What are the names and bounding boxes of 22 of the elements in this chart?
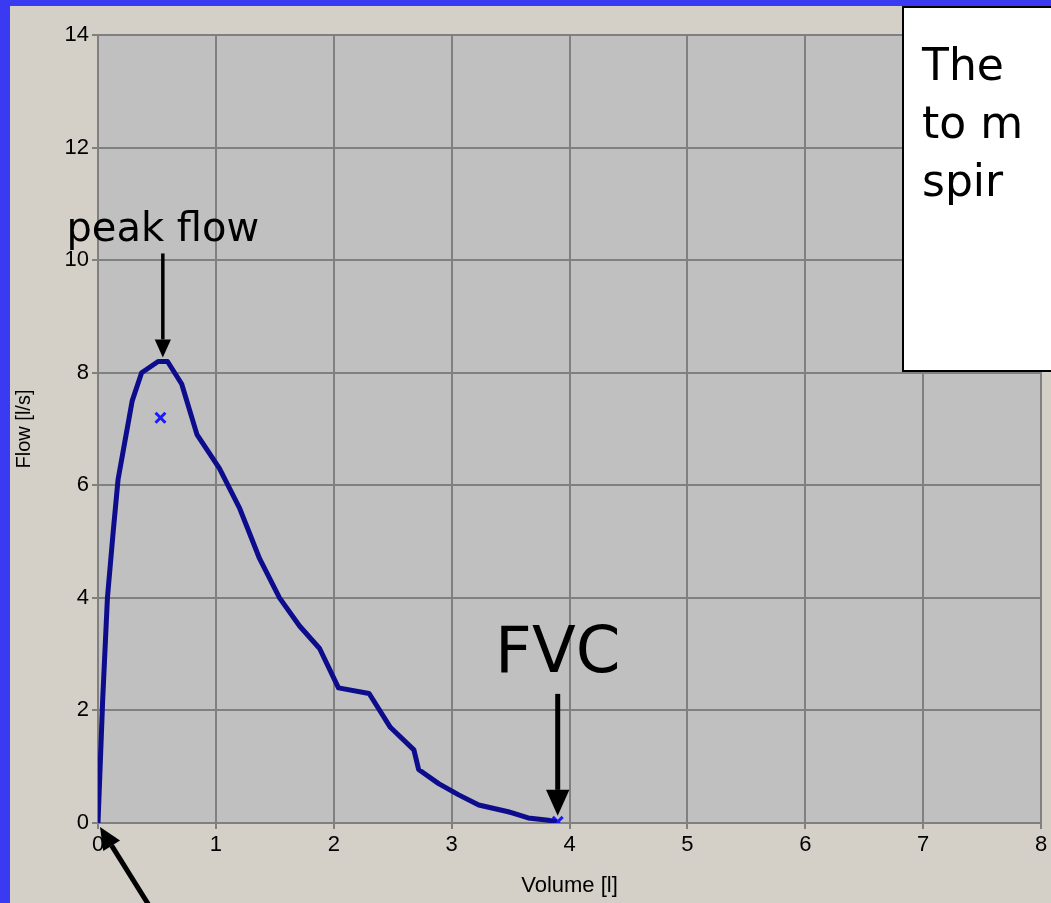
annotation: spir [922, 154, 1005, 208]
x-tick-label: 3 [445, 831, 458, 857]
x-tick-label: 2 [327, 831, 340, 857]
y-tick-label: 4 [76, 583, 89, 609]
y-axis-title: Flow [l/s] [11, 389, 34, 469]
y-tick-label: 8 [76, 358, 89, 384]
x-tick-label: 6 [799, 831, 812, 857]
x-tick-label: 5 [681, 831, 694, 857]
annotation: FVC [495, 612, 621, 687]
x-tick-label: 7 [917, 831, 930, 857]
annotation: The [922, 38, 1005, 92]
y-tick-label: 6 [76, 471, 89, 497]
text-box: The to m spir [902, 6, 1051, 372]
x-axis-title: Volume [l] [521, 871, 618, 897]
x-tick-label: 1 [209, 831, 222, 857]
y-tick-label: 14 [64, 21, 89, 47]
annotation: to m [922, 96, 1025, 150]
x-tick-label: 4 [563, 831, 576, 857]
y-tick-label: 0 [76, 809, 89, 835]
x-tick-label: 8 [1034, 831, 1048, 857]
y-tick-label: 2 [76, 696, 89, 722]
y-tick-label: 12 [64, 133, 89, 159]
